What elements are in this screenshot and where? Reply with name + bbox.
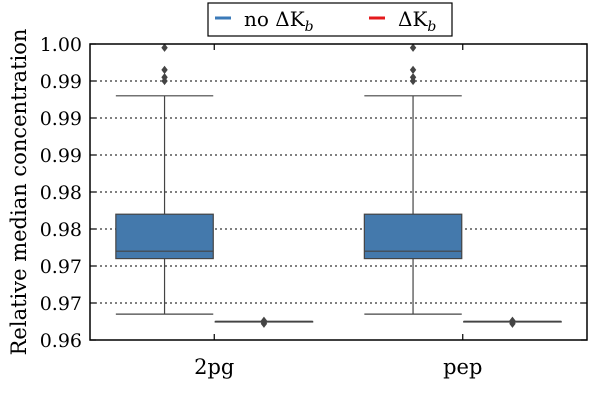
outlier-point [161,73,168,82]
box-2pg-series-0 [115,43,214,315]
legend: no ΔKb ΔKb [207,2,453,37]
outlier-point [161,43,168,52]
box-2pg-series-1 [214,316,314,328]
y-tick-label: 0.99 [40,108,82,130]
box-iqr [115,213,214,260]
outlier-point [409,65,417,75]
legend-frame [207,2,453,37]
outlier-point [509,316,516,325]
box-iqr [363,213,463,260]
legend-label-dkb-main: ΔK [398,7,428,31]
box-plot-series [115,43,562,328]
y-tick-label: 0.98 [40,219,82,241]
box-pep-series-1 [463,316,562,328]
outlier-point [409,73,417,82]
legend-label-dkb: ΔKb [398,7,436,35]
x-axis-categories: 2pg pep [194,44,482,379]
y-tick-label: 0.99 [40,71,82,93]
x-category-label: 2pg [194,355,234,379]
outlier-point [409,43,417,52]
y-tick-label: 0.96 [40,330,82,352]
box-pep-series-0 [363,43,463,315]
y-axis-label: Relative median concentration [7,29,31,356]
outlier-point [260,316,268,325]
y-tick-label: 1.00 [40,34,82,56]
x-category-label: pep [443,355,482,379]
legend-label-dkb-sub: b [427,19,436,35]
y-axis-ticks: 0.96 0.97 0.97 0.98 0.98 0.99 0.99 0.99 1.00 [40,34,587,352]
outlier-point [161,65,168,75]
legend-label-no-dkb-sub: b [305,19,314,35]
y-tick-label: 0.99 [40,145,82,167]
y-tick-label: 0.97 [40,256,82,278]
y-tick-label: 0.97 [40,293,82,315]
legend-label-no-dkb-main: no ΔK [244,7,306,31]
y-tick-label: 0.98 [40,182,82,204]
legend-label-no-dkb: no ΔKb [244,7,314,35]
